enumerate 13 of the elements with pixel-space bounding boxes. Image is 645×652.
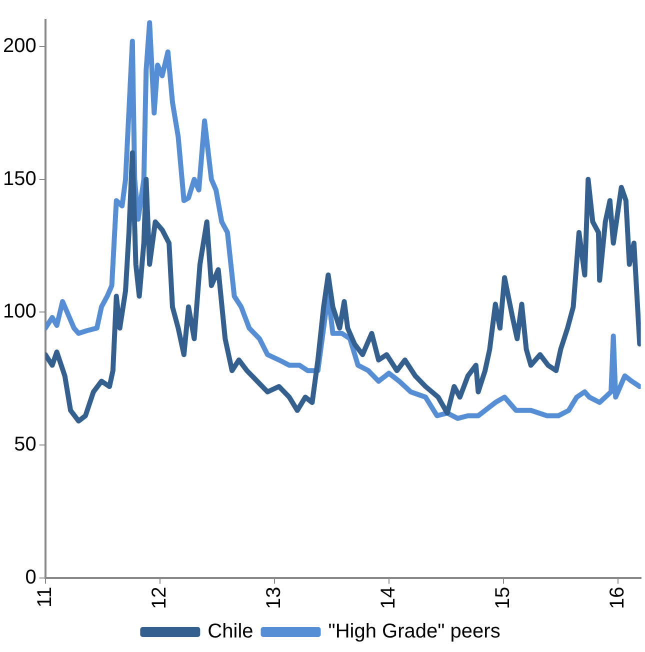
- y-tick-label: 200: [2, 35, 36, 58]
- y-tick-label: 50: [14, 433, 36, 456]
- y-tick-label: 150: [2, 168, 36, 190]
- y-tick-label: 100: [2, 300, 36, 323]
- x-tick-label: 15: [492, 586, 514, 610]
- x-tick-label: 11: [34, 586, 56, 608]
- x-tick-label: 13: [262, 586, 285, 610]
- y-tick-label: 0: [25, 566, 36, 588]
- x-tick-label: 14: [377, 586, 400, 610]
- x-tick-label: 16: [606, 586, 628, 610]
- x-tick-label: 12: [148, 586, 170, 610]
- legend-label: Chile: [208, 620, 254, 643]
- legend-label: "High Grade" peers: [328, 620, 500, 643]
